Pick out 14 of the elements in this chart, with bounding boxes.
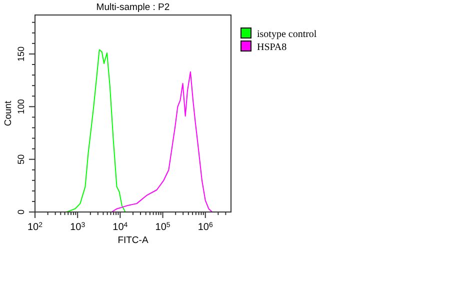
y-tick-label: 150 — [16, 46, 26, 62]
x-tick-label: 10$^{5}$ — [155, 222, 170, 233]
x-tick-label: 10$^{4}$ — [112, 222, 128, 233]
legend-label: isotype control — [257, 29, 317, 40]
x-tick-label: 10$^{6}$ — [198, 222, 213, 233]
y-axis-title: Count — [3, 100, 14, 126]
y-tick-label: 50 — [16, 154, 26, 164]
x-axis-title: FITC-A — [118, 235, 149, 246]
chart-title: Multi-sample : P2 — [96, 2, 170, 13]
legend-label: HSPA8 — [257, 42, 287, 53]
y-tick-label: 100 — [16, 99, 26, 114]
y-tick-label: 0 — [16, 209, 26, 215]
x-tick-label: 10$^{2}$ — [27, 222, 43, 233]
x-tick-label: 10$^{3}$ — [70, 222, 86, 233]
